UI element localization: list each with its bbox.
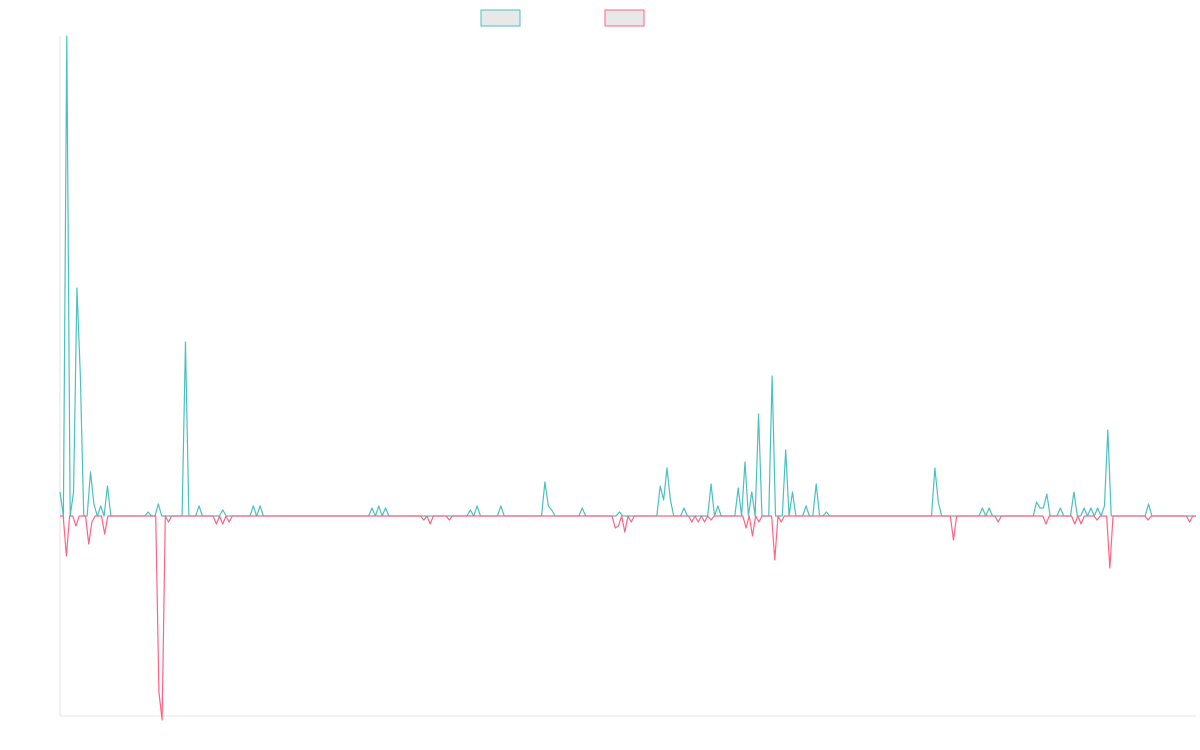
legend [480,9,645,27]
plot-area [59,35,1196,721]
series-line-2 [60,515,1196,721]
series-line-1 [59,35,1196,517]
axes [59,36,1196,717]
legend-swatch-1 [480,9,521,27]
legend-swatch-2 [604,9,645,27]
